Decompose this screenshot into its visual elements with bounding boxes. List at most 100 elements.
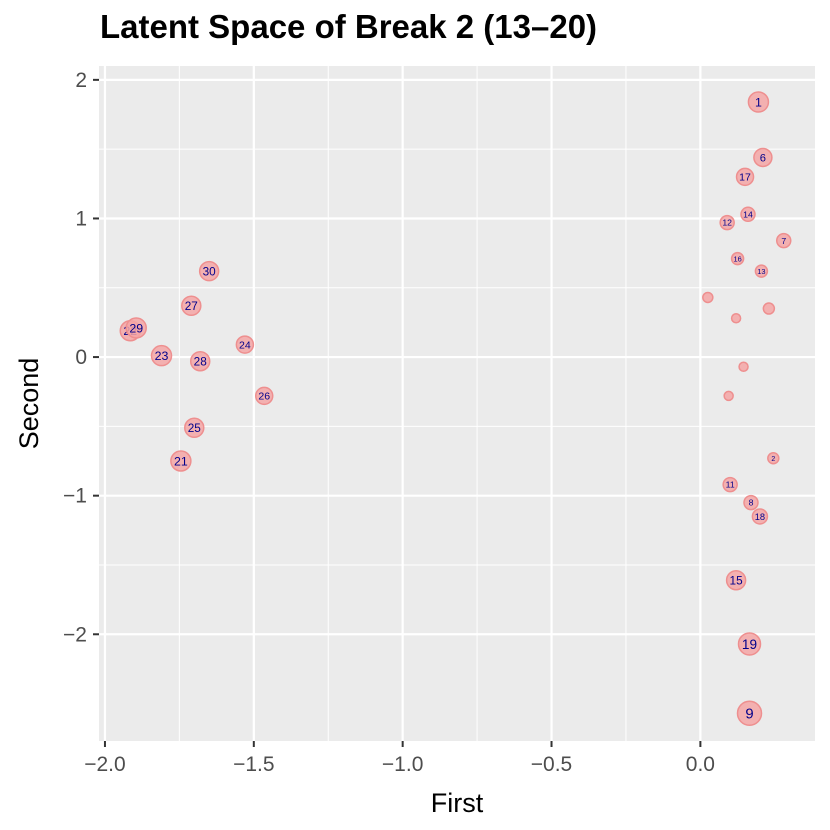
data-point-marker bbox=[751, 508, 769, 525]
data-point-marker bbox=[198, 260, 220, 282]
data-point-marker bbox=[736, 700, 763, 727]
data-point bbox=[762, 302, 776, 315]
data-point-label: 27 bbox=[185, 300, 198, 313]
data-point-label: 7 bbox=[781, 236, 786, 246]
data-point: 19 bbox=[737, 632, 762, 656]
x-tick-label: 0.0 bbox=[686, 753, 715, 776]
data-point-label: 26 bbox=[258, 391, 270, 403]
data-point: 30 bbox=[198, 260, 220, 282]
data-point-marker bbox=[730, 313, 742, 324]
data-point: 8 bbox=[743, 494, 759, 511]
data-point-label: 19 bbox=[742, 637, 757, 652]
data-point-label: 11 bbox=[726, 480, 735, 490]
data-point: 18 bbox=[751, 508, 769, 525]
data-point-marker bbox=[762, 302, 776, 315]
data-point-label: 9 bbox=[745, 707, 753, 723]
data-point bbox=[723, 390, 734, 402]
data-point: 6 bbox=[753, 147, 773, 168]
data-point: 12 bbox=[719, 214, 735, 231]
plot-panel bbox=[99, 66, 815, 741]
data-point-marker bbox=[702, 291, 714, 304]
data-point: 17 bbox=[735, 167, 755, 187]
data-point-marker bbox=[737, 632, 762, 656]
y-tick-label: −1 bbox=[63, 485, 87, 508]
data-point-marker bbox=[150, 344, 173, 367]
axes: −2.0 −1.5 −1.0 −0.5 0.0 −2 −1 0 1 2 bbox=[63, 69, 715, 776]
data-point: 9 bbox=[736, 700, 763, 727]
chart-title: Latent Space of Break 2 (13–20) bbox=[100, 8, 598, 45]
data-point-label: 13 bbox=[757, 267, 765, 276]
x-tick-label: −0.5 bbox=[531, 753, 572, 776]
data-point-label: 14 bbox=[743, 209, 753, 219]
y-tick-label: 2 bbox=[75, 69, 87, 92]
data-point-label: 6 bbox=[760, 152, 766, 164]
data-point: 25 bbox=[184, 417, 205, 439]
data-point bbox=[702, 291, 714, 304]
data-point: 15 bbox=[725, 569, 747, 591]
data-point-label: 16 bbox=[733, 254, 741, 263]
data-point-marker bbox=[747, 91, 770, 113]
data-point: 29 bbox=[125, 317, 147, 339]
data-point: 11 bbox=[722, 476, 738, 493]
data-point: 16 bbox=[730, 251, 745, 266]
data-point-marker bbox=[235, 335, 255, 354]
data-point-marker bbox=[189, 350, 211, 372]
y-axis-title: Second bbox=[14, 358, 44, 450]
grid-lines bbox=[99, 66, 815, 741]
data-point-label: 28 bbox=[194, 355, 208, 368]
data-point-label: 21 bbox=[174, 454, 188, 468]
data-point-marker bbox=[767, 451, 780, 465]
data-point-marker bbox=[743, 494, 759, 511]
data-point-marker bbox=[181, 295, 202, 317]
data-point: 28 bbox=[189, 350, 211, 372]
data-point: 24 bbox=[235, 335, 255, 354]
data-point: 14 bbox=[740, 206, 756, 223]
data-point-label: 25 bbox=[188, 422, 202, 435]
data-point: 1 bbox=[747, 91, 770, 113]
data-point-marker bbox=[725, 569, 747, 591]
data-point-label: 24 bbox=[239, 339, 251, 351]
data-point: 26 bbox=[254, 386, 274, 406]
x-axis-title: First bbox=[431, 788, 484, 818]
y-tick-label: −2 bbox=[63, 623, 87, 646]
data-point-label: 8 bbox=[749, 498, 754, 508]
data-point-marker bbox=[723, 390, 734, 402]
data-point-marker bbox=[722, 476, 738, 493]
data-point-marker bbox=[738, 361, 749, 373]
data-point-marker bbox=[254, 386, 274, 406]
data-point-label: 23 bbox=[155, 349, 169, 363]
y-tick-label: 1 bbox=[75, 207, 87, 230]
data-point-marker bbox=[775, 232, 792, 249]
data-point-label: 1 bbox=[755, 96, 762, 110]
data-point-marker bbox=[125, 317, 147, 339]
data-point-label: 29 bbox=[129, 321, 143, 335]
data-point-marker bbox=[753, 147, 773, 168]
data-point: 13 bbox=[754, 264, 769, 278]
x-tick-label: −1.5 bbox=[233, 753, 274, 776]
data-point-label: 2 bbox=[771, 456, 775, 463]
data-point bbox=[738, 361, 749, 373]
x-tick-label: −1.0 bbox=[382, 753, 423, 776]
data-point-marker bbox=[730, 251, 745, 266]
data-point: 27 bbox=[181, 295, 202, 317]
data-point: 23 bbox=[150, 344, 173, 367]
data-point: 21 bbox=[170, 450, 192, 472]
data-point-marker bbox=[735, 167, 755, 187]
data-point bbox=[730, 313, 742, 324]
data-points: 1617141271613211818151993027242229232826… bbox=[119, 91, 792, 727]
y-tick-label: 0 bbox=[75, 346, 87, 369]
data-point-marker bbox=[170, 450, 192, 472]
data-point-marker bbox=[740, 206, 756, 223]
data-point-label: 18 bbox=[755, 512, 765, 522]
data-point-label: 12 bbox=[722, 218, 732, 228]
data-point: 7 bbox=[775, 232, 792, 249]
data-point-marker bbox=[754, 264, 769, 278]
data-point-label: 17 bbox=[739, 172, 751, 184]
x-tick-label: −2.0 bbox=[84, 753, 125, 776]
data-point: 2 bbox=[767, 451, 780, 465]
data-point-marker bbox=[184, 417, 205, 439]
data-point-marker bbox=[719, 214, 735, 231]
data-point-label: 30 bbox=[203, 265, 217, 278]
data-point-label: 15 bbox=[730, 574, 744, 587]
